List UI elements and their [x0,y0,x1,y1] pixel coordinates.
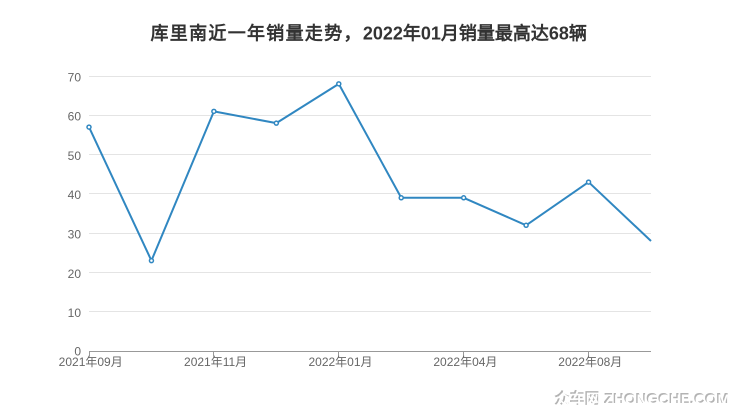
svg-text:30: 30 [68,228,82,242]
svg-text:2021年11月: 2021年11月 [184,355,247,369]
svg-text:众车网 ZHONGCHE.COM: 众车网 ZHONGCHE.COM [556,390,730,408]
svg-text:20: 20 [68,267,82,281]
svg-text:2021年09月: 2021年09月 [59,355,123,369]
svg-text:库里南近一年销量走势，2022年01月销量最高达68辆: 库里南近一年销量走势，2022年01月销量最高达68辆 [151,23,587,44]
svg-text:2022年04月: 2022年04月 [433,355,497,369]
svg-text:2022年01月: 2022年01月 [308,355,372,369]
svg-text:60: 60 [68,110,82,124]
svg-text:40: 40 [68,188,82,202]
svg-text:50: 50 [68,149,82,163]
svg-text:10: 10 [68,306,82,320]
svg-text:70: 70 [68,70,82,84]
svg-text:0: 0 [74,345,81,359]
svg-text:2022年08月: 2022年08月 [558,355,622,369]
svg-text:众车网 ZHONGCHE.COM: 众车网 ZHONGCHE.COM [554,389,728,407]
